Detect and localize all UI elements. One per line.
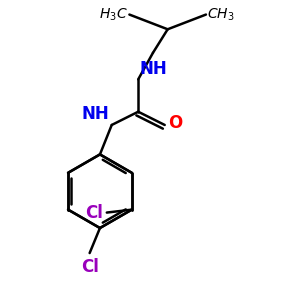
Text: O: O	[168, 115, 182, 133]
Text: NH: NH	[82, 106, 110, 124]
Text: Cl: Cl	[85, 204, 103, 222]
Text: NH: NH	[140, 60, 167, 78]
Text: Cl: Cl	[81, 258, 99, 276]
Text: $H_3C$: $H_3C$	[99, 6, 128, 23]
Text: $CH_3$: $CH_3$	[207, 6, 235, 23]
